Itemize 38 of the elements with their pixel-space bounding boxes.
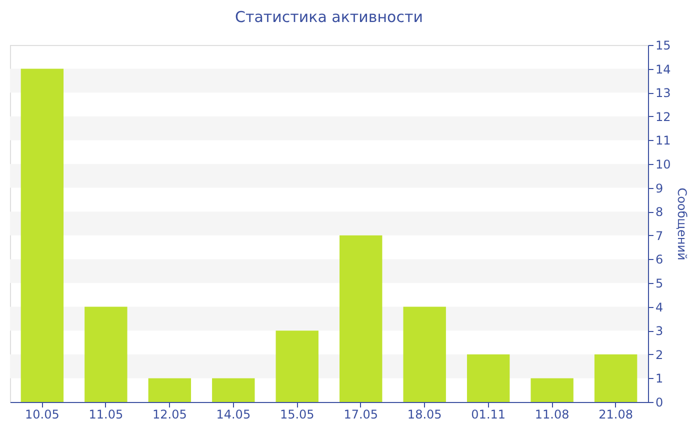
bar [403,306,446,402]
y-tick-label: 10 [656,158,671,172]
y-tick-label: 14 [656,62,671,76]
y-tick-label: 12 [656,110,671,124]
x-tick-label: 11.05 [88,408,124,422]
x-tick-label: 01.11 [471,408,506,422]
y-axis-title: Сообщений [674,188,689,260]
y-tick-label: 9 [656,181,664,196]
y-tick-label: 13 [656,86,671,100]
bar [20,68,64,402]
chart-title: Статистика активности [235,8,423,26]
y-tick-label: 7 [656,228,664,243]
y-tick-label: 1 [656,372,664,386]
y-tick-label: 8 [656,205,664,220]
x-tick-label: 12.05 [152,408,187,422]
x-tick-label: 18.05 [407,408,442,422]
y-tick-label: 3 [656,324,664,338]
x-tick-label: 15.05 [280,408,314,422]
bar [276,330,318,402]
x-tick-label: 14.05 [216,408,251,422]
bar [148,378,192,402]
bar [340,235,382,402]
bar [84,306,128,402]
y-tick-label: 11 [656,134,671,148]
y-tick-label: 2 [656,348,664,362]
y-tick-label: 4 [656,300,664,314]
x-tick-label: 17.05 [344,408,378,422]
y-tick-label: 6 [656,252,664,267]
y-tick-label: 5 [656,276,664,290]
bar [466,354,510,402]
y-tick-label: 0 [656,396,664,410]
x-tick-label: 21.08 [598,408,633,422]
bar [530,378,574,402]
y-tick-label: 15 [656,38,671,52]
x-tick-label: 10.05 [25,408,60,422]
x-tick-label: 11.08 [534,408,570,422]
bar [594,354,638,402]
bar [212,378,255,402]
